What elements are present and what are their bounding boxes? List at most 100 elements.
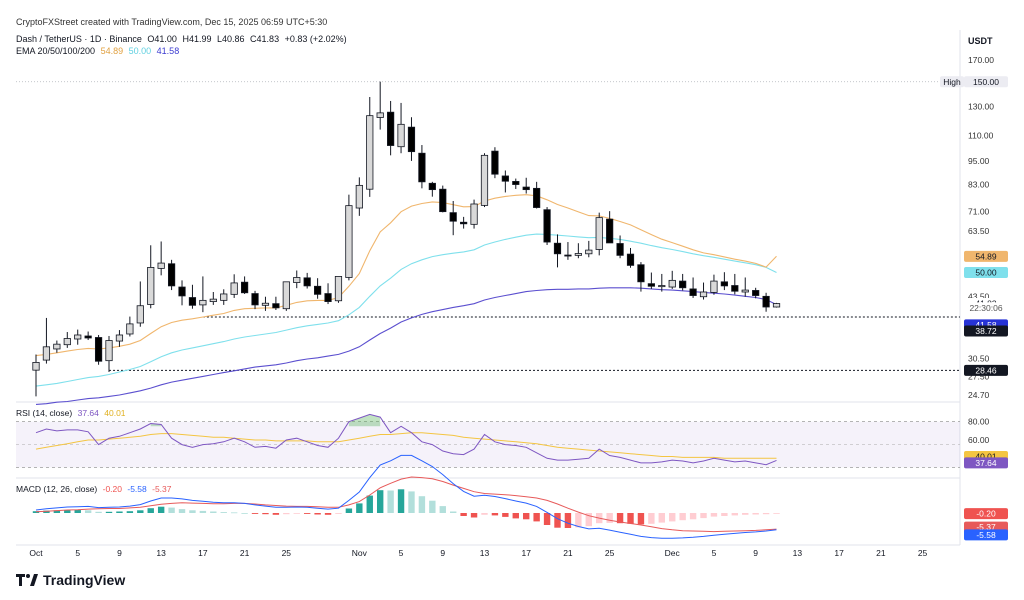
x-tick-label: 25 (282, 548, 292, 558)
macd-hist-bar (627, 513, 634, 524)
candle-body (136, 305, 144, 324)
candle-body (679, 280, 687, 289)
x-tick-label: 9 (440, 548, 445, 558)
rsi-ma-value: 40.01 (104, 408, 126, 418)
macd-hist-bar (32, 511, 40, 513)
macd-hist-bar (710, 513, 718, 517)
candle-body (470, 203, 478, 225)
candle-body (293, 277, 301, 283)
macd-hist-value: -0.20 (102, 484, 122, 494)
symbol-title: Dash / TetherUS · 1D · Binance (16, 34, 142, 44)
candle-body (53, 343, 61, 350)
macd-hist-bar (679, 513, 686, 521)
ema100-line (35, 287, 777, 405)
currency-label: USDT (968, 36, 993, 46)
macd-label: MACD (12, 26, close) -0.20 -5.58 -5.37 (16, 484, 175, 494)
candle-body (188, 297, 197, 306)
macd-hist-bar (189, 510, 196, 513)
x-tick-label: 9 (117, 548, 122, 558)
macd-hist-bar (293, 513, 300, 514)
macd-tag-bg (964, 529, 1008, 541)
rsi-label: RSI (14, close) 37.64 40.01 (16, 408, 129, 418)
x-tick-label: 5 (75, 548, 80, 558)
y-tick-label: 71.00 (968, 207, 990, 217)
x-tick-label: 25 (918, 548, 928, 558)
macd-hist-bar (439, 506, 446, 513)
ema50-line (35, 233, 777, 387)
candle-body (251, 293, 259, 306)
support2-tag: 28.46 (964, 364, 1008, 376)
candle-body (282, 281, 290, 310)
macd-tag-text: -0.20 (976, 509, 996, 519)
candle-body (689, 288, 697, 296)
macd-hist-bar (335, 513, 342, 514)
candle-body (595, 217, 603, 250)
macd-hist-bar (491, 513, 499, 516)
high-label-tag: High (940, 76, 964, 88)
macd-hist-bar (84, 510, 92, 513)
candle-body (314, 285, 322, 295)
macd-hist-bar (721, 513, 728, 516)
created-line: CryptoFXStreet created with TradingView.… (16, 17, 328, 27)
candle-body (752, 290, 760, 296)
ema50-tag-text: 50.00 (975, 268, 997, 278)
macd-hist-bar (512, 513, 519, 519)
candle-body (115, 334, 124, 342)
macd-hist-bar (64, 510, 71, 513)
tradingview-logo-text: TradingView (43, 572, 126, 588)
candle-body (407, 126, 416, 153)
high-label-bg (940, 76, 964, 88)
candle-body (668, 279, 676, 288)
ohlc-change: +0.83 (+2.02%) (284, 34, 347, 44)
macd-tag-bg (964, 508, 1008, 520)
macd-hist-bar (742, 513, 749, 515)
macd-hist-bar (178, 509, 186, 513)
macd-hist-bar (533, 513, 540, 522)
macd-hist-bar (762, 513, 770, 515)
y-tick-label: 130.00 (968, 102, 994, 112)
y-tick-label: 83.00 (968, 180, 990, 190)
macd-hist-bar (137, 510, 144, 513)
macd-tag-text: -5.58 (976, 530, 996, 540)
macd-hist-bar (324, 513, 332, 515)
candle-body (449, 212, 457, 222)
candle-body (397, 123, 405, 148)
candle-body (616, 243, 624, 256)
macd-hist-bar (366, 495, 373, 513)
ema50-tag: 50.00 (964, 267, 1008, 279)
candle-body (74, 334, 82, 340)
symbol-line: Dash / TetherUS · 1D · Binance O41.00 H4… (16, 34, 350, 45)
candle-body (261, 302, 270, 306)
macd-hist-bar (543, 513, 551, 525)
macd-hist-bar (752, 513, 759, 515)
candle-body (720, 281, 728, 287)
candle-body (606, 218, 614, 244)
macd-hist-bar (637, 513, 645, 525)
candle-body (626, 253, 635, 266)
macd-hist-bar (387, 490, 394, 513)
macd-hist-bar (376, 490, 384, 513)
candle-body (512, 181, 520, 185)
candle-body (533, 187, 541, 208)
countdown-tag-bg (964, 302, 1008, 314)
y-tick-label: 43.50 (968, 292, 990, 302)
ohlc-close: C41.83 (250, 34, 280, 44)
high-value-text: 150.00 (973, 77, 999, 87)
macd-hist-bar (502, 513, 509, 517)
macd-hist-bar (606, 513, 613, 523)
macd-hist-bar (199, 510, 207, 513)
macd-line (35, 454, 777, 539)
x-tick-label: 21 (240, 548, 250, 558)
ema-label: EMA 20/50/100/200 (16, 46, 96, 56)
macd-signal-line (35, 476, 777, 533)
ohlc-open: O41.00 (147, 34, 177, 44)
rsi-ma-line (35, 432, 777, 459)
macd-hist-bar (116, 511, 123, 513)
macd-hist-bar (251, 513, 259, 514)
macd-hist-bar (241, 513, 248, 514)
candle-body (710, 280, 718, 293)
candle-body (63, 338, 71, 346)
candle-body (334, 276, 343, 302)
macd-signal-value: -5.37 (152, 484, 172, 494)
